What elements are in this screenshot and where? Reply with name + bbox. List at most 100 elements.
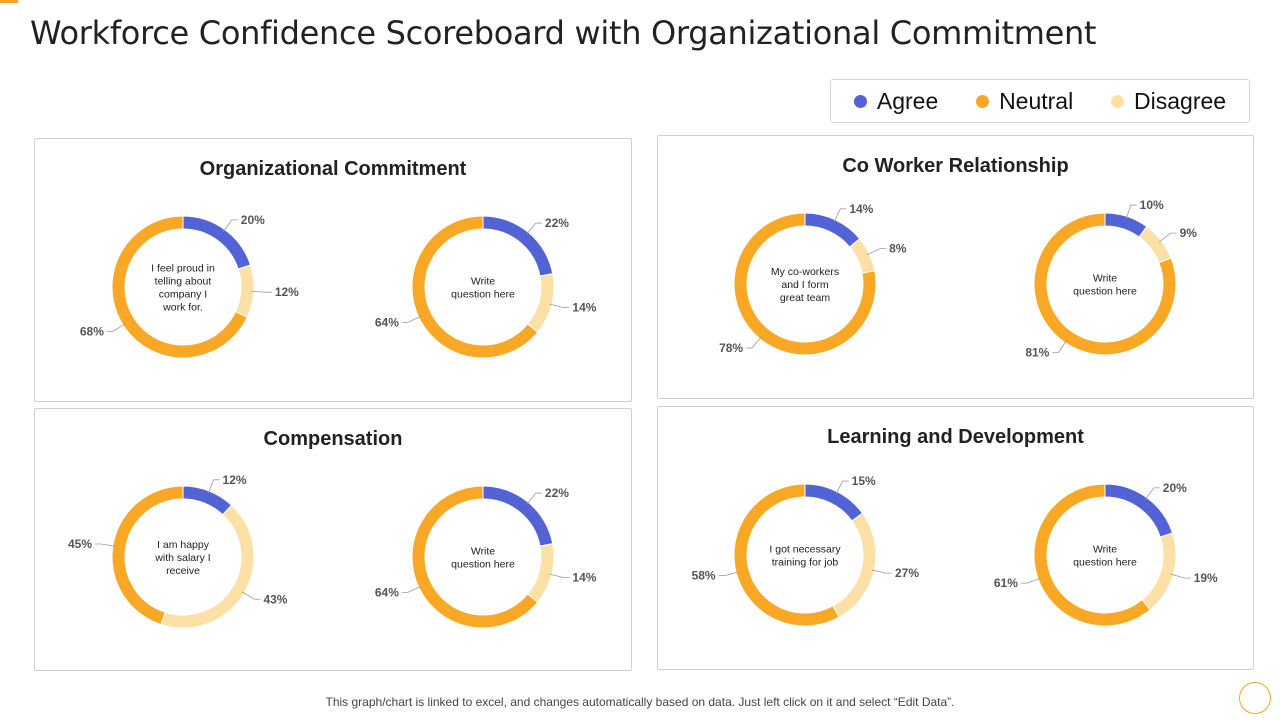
donut-center-question: Write question here <box>451 276 515 301</box>
corner-circle-icon <box>1239 682 1271 714</box>
legend-dot-neutral <box>976 94 990 108</box>
donut-slice-neutral <box>111 215 248 359</box>
leader-line <box>1170 573 1191 579</box>
data-label-disagree: 43% <box>263 592 287 606</box>
data-label-agree: 10% <box>1140 198 1164 212</box>
leader-line <box>251 290 272 293</box>
donut-center-question: My co-workers and I form great team <box>771 266 839 304</box>
data-label-neutral: 61% <box>994 576 1018 590</box>
leader-line <box>871 569 893 574</box>
data-label-neutral: 64% <box>375 315 399 329</box>
footer-note: This graph/chart is linked to excel, and… <box>325 695 955 709</box>
donut-chart: 20% 19% 61% Write question here <box>994 481 1218 627</box>
donut-chart: 10% 9% 81% Write question here <box>1025 198 1197 360</box>
donut-slice-neutral <box>733 212 877 356</box>
leader-line <box>222 219 238 232</box>
leader-line <box>833 208 847 223</box>
panel-title: Organizational Commitment <box>199 158 467 180</box>
data-label-disagree: 14% <box>572 301 596 315</box>
donut-chart: 15% 27% 58% I got necessary training for job <box>692 474 919 627</box>
donut-slice-disagree <box>832 512 877 618</box>
donut-slice-disagree <box>526 543 555 603</box>
legend-item-neutral: Neutral <box>976 88 1073 115</box>
leader-line <box>1125 204 1137 219</box>
legend-label-agree: Agree <box>876 87 939 114</box>
legend-label-disagree: Disagree <box>1134 87 1227 114</box>
donut-slice-agree <box>804 212 861 248</box>
data-label-disagree: 19% <box>1194 571 1218 585</box>
leader-line <box>526 222 542 235</box>
leader-line <box>1052 340 1067 354</box>
data-label-agree: 20% <box>241 213 265 227</box>
donut-center-question: Write question here <box>451 546 515 571</box>
leader-line <box>95 543 116 547</box>
chart-legend: Agree Neutral Disagree <box>830 79 1250 123</box>
donut-slice-disagree <box>1141 532 1177 611</box>
data-label-disagree: 9% <box>1180 226 1198 240</box>
donut-slice-neutral <box>1033 212 1177 356</box>
leader-line <box>526 492 542 505</box>
leader-line <box>106 323 126 332</box>
donut-slice-disagree <box>848 238 876 274</box>
data-label-disagree: 8% <box>889 242 907 256</box>
legend-item-agree: Agree <box>853 87 939 115</box>
data-label-neutral: 64% <box>375 585 399 599</box>
donut-slice-disagree <box>234 264 255 318</box>
leader-line <box>866 248 887 256</box>
leader-line <box>549 303 570 309</box>
panel-co-worker-relationship: Co Worker Relationship <box>657 135 1254 399</box>
donut-slice-disagree <box>1138 225 1172 264</box>
donut-chart: 20% 12% 68% I feel proud in telling about com… <box>80 213 299 359</box>
legend-label-neutral: Neutral <box>999 87 1074 114</box>
data-label-disagree: 27% <box>895 566 919 580</box>
donut-slice-disagree <box>526 273 555 333</box>
data-label-disagree: 12% <box>275 285 299 299</box>
data-label-disagree: 14% <box>572 571 596 585</box>
data-label-agree: 22% <box>545 216 569 230</box>
data-label-neutral: 45% <box>68 537 92 551</box>
data-label-neutral: 78% <box>719 341 743 355</box>
data-label-agree: 20% <box>1163 481 1187 495</box>
leader-line <box>1144 487 1160 500</box>
legend-dot-agree <box>853 94 867 108</box>
donut-center-question: I got necessary training for job <box>769 544 841 569</box>
donut-chart: 22% 14% 64% Write question here <box>375 215 597 359</box>
donut-center-question: Write question here <box>1073 273 1137 298</box>
donut-slice-agree <box>182 485 233 516</box>
leader-line <box>718 571 739 577</box>
leader-line <box>549 573 570 579</box>
donut-slice-neutral <box>411 215 539 359</box>
legend-dot-disagree <box>1111 94 1125 108</box>
leader-line <box>401 315 422 323</box>
leader-line <box>207 479 220 494</box>
data-label-neutral: 81% <box>1025 346 1049 360</box>
data-label-agree: 14% <box>849 202 873 216</box>
data-label-agree: 12% <box>223 473 247 487</box>
donut-center-question: Write question here <box>1073 544 1137 569</box>
donut-slice-agree <box>804 483 864 522</box>
panel-learning-and-development: Learning and Development <box>657 406 1254 670</box>
page-title: Workforce Confidence Scoreboard with Org… <box>30 14 1097 52</box>
data-label-neutral: 68% <box>80 324 104 338</box>
leader-line <box>835 480 849 495</box>
data-label-neutral: 58% <box>692 569 716 583</box>
panel-compensation: Compensation <box>34 408 632 671</box>
data-label-agree: 15% <box>852 474 876 488</box>
panel-organizational-commitment: Organizational Commitment <box>34 138 632 402</box>
data-label-agree: 22% <box>545 486 569 500</box>
legend-item-disagree: Disagree <box>1111 88 1226 115</box>
leader-line <box>1020 577 1041 584</box>
donut-slice-neutral <box>411 485 539 629</box>
donut-chart: 14% 8% 78% My co-workers and I form great tea… <box>719 202 907 356</box>
donut-slice-neutral <box>111 485 184 626</box>
corner-accent <box>0 0 18 3</box>
leader-line <box>746 336 762 349</box>
donut-slice-agree <box>482 485 554 547</box>
donut-chart: 22% 14% 64% Write question here <box>375 485 597 629</box>
panel-title: Compensation <box>263 428 403 450</box>
panel-title: Co Worker Relationship <box>842 155 1069 177</box>
